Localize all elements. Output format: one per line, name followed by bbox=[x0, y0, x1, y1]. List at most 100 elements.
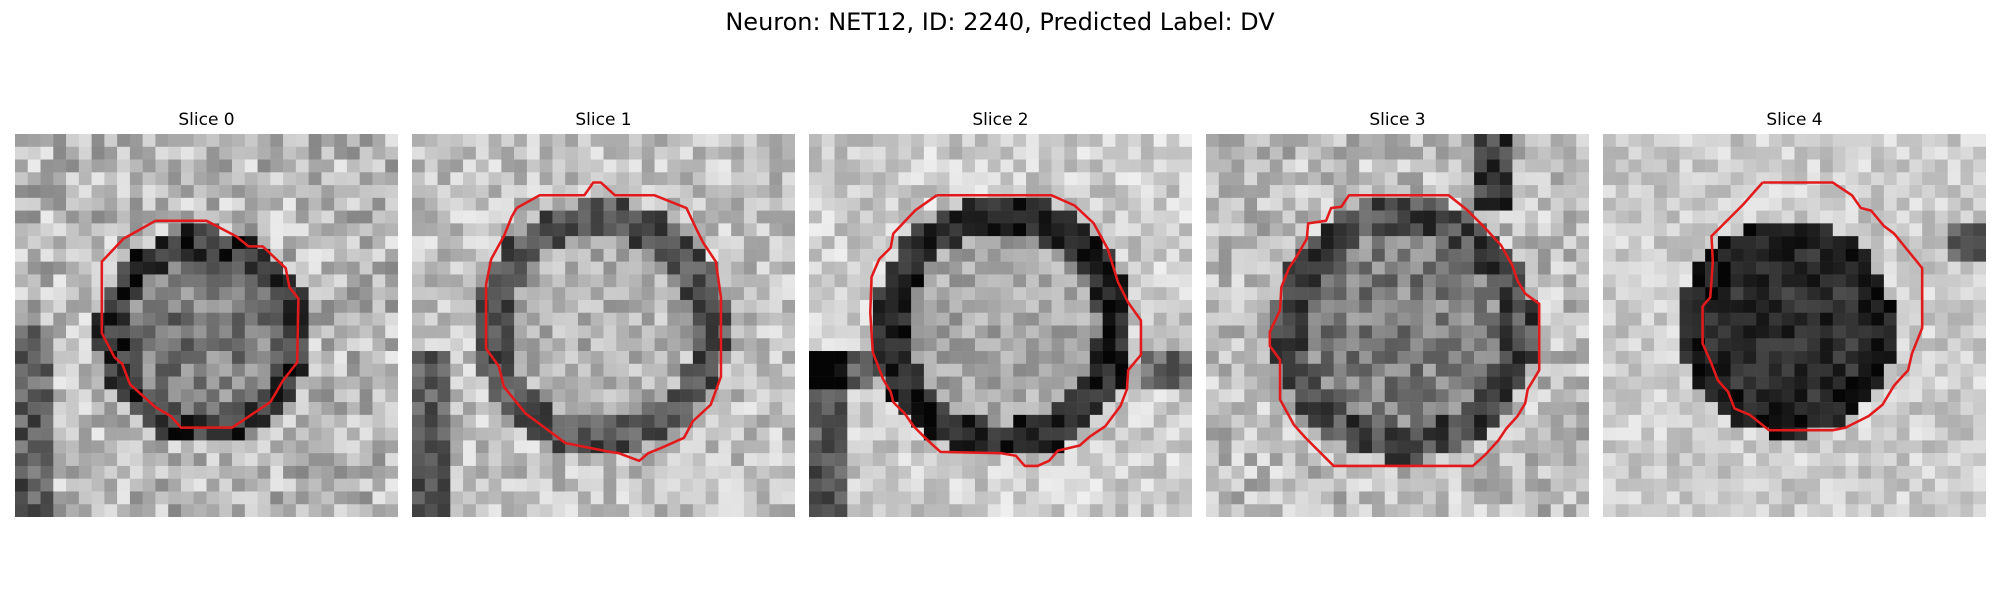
pixel bbox=[1013, 146, 1027, 160]
pixel bbox=[1333, 351, 1347, 365]
pixel bbox=[1794, 478, 1808, 492]
pixel bbox=[1973, 236, 1986, 250]
pixel bbox=[1666, 172, 1680, 186]
pixel bbox=[936, 236, 950, 250]
pixel bbox=[1820, 376, 1834, 390]
pixel bbox=[1282, 338, 1296, 352]
pixel bbox=[1743, 440, 1757, 454]
pixel bbox=[962, 363, 976, 377]
pixel bbox=[257, 159, 271, 173]
pixel bbox=[692, 261, 706, 275]
pixel bbox=[1654, 325, 1668, 339]
pixel bbox=[1603, 427, 1617, 441]
pixel bbox=[1435, 338, 1449, 352]
pixel bbox=[1563, 402, 1577, 416]
pixel bbox=[514, 351, 528, 365]
pixel bbox=[1333, 210, 1347, 224]
pixel bbox=[450, 261, 464, 275]
pixel bbox=[346, 325, 360, 339]
pixel bbox=[1883, 299, 1897, 313]
pixel bbox=[1628, 376, 1642, 390]
pixel bbox=[974, 134, 988, 148]
pixel bbox=[1934, 478, 1948, 492]
pixel bbox=[1257, 465, 1271, 479]
pixel bbox=[308, 453, 322, 467]
pixel bbox=[1038, 261, 1052, 275]
pixel bbox=[1397, 223, 1411, 237]
pixel bbox=[936, 159, 950, 173]
pixel bbox=[911, 312, 925, 326]
pixel bbox=[1973, 491, 1986, 505]
pixel bbox=[346, 261, 360, 275]
pixel bbox=[718, 274, 732, 288]
pixel bbox=[847, 248, 861, 262]
pixel bbox=[756, 414, 770, 428]
pixel bbox=[949, 223, 963, 237]
pixel bbox=[514, 146, 528, 160]
pixel bbox=[834, 453, 848, 467]
pixel bbox=[129, 172, 143, 186]
pixel bbox=[987, 312, 1001, 326]
pixel bbox=[898, 248, 912, 262]
pixel bbox=[654, 261, 668, 275]
pixel bbox=[1461, 299, 1475, 313]
pixel bbox=[1820, 223, 1834, 237]
pixel bbox=[1206, 185, 1220, 199]
pixel bbox=[923, 363, 937, 377]
pixel bbox=[705, 312, 719, 326]
pixel bbox=[936, 287, 950, 301]
pixel bbox=[66, 312, 80, 326]
pixel bbox=[1525, 338, 1539, 352]
pixel bbox=[1179, 440, 1192, 454]
pixel bbox=[1089, 491, 1103, 505]
pixel bbox=[756, 351, 770, 365]
pixel bbox=[1128, 478, 1142, 492]
pixel bbox=[872, 325, 886, 339]
pixel bbox=[219, 414, 233, 428]
pixel bbox=[1000, 274, 1014, 288]
pixel bbox=[1768, 453, 1782, 467]
pixel bbox=[1166, 261, 1180, 275]
pixel bbox=[1257, 351, 1271, 365]
pixel bbox=[1820, 389, 1834, 403]
pixel bbox=[1512, 159, 1526, 173]
pixel bbox=[1231, 299, 1245, 313]
pixel bbox=[1550, 376, 1564, 390]
pixel bbox=[1140, 159, 1154, 173]
pixel bbox=[155, 414, 169, 428]
pixel bbox=[1550, 248, 1564, 262]
pixel bbox=[1628, 210, 1642, 224]
pixel bbox=[1269, 465, 1283, 479]
pixel bbox=[437, 491, 451, 505]
pixel bbox=[1730, 504, 1744, 517]
pixel bbox=[117, 299, 131, 313]
pixel bbox=[488, 325, 502, 339]
pixel bbox=[1537, 248, 1551, 262]
pixel bbox=[1295, 274, 1309, 288]
pixel bbox=[1934, 465, 1948, 479]
pixel bbox=[936, 299, 950, 313]
pixel bbox=[616, 478, 630, 492]
pixel bbox=[27, 453, 41, 467]
pixel bbox=[1153, 248, 1167, 262]
pixel bbox=[53, 248, 67, 262]
pixel bbox=[1896, 351, 1910, 365]
pixel bbox=[66, 504, 80, 517]
pixel bbox=[692, 146, 706, 160]
pixel bbox=[1397, 325, 1411, 339]
pixel bbox=[346, 402, 360, 416]
pixel bbox=[27, 172, 41, 186]
pixel bbox=[1102, 351, 1116, 365]
pixel bbox=[334, 504, 348, 517]
pixel bbox=[949, 351, 963, 365]
pixel bbox=[769, 363, 783, 377]
pixel bbox=[1641, 248, 1655, 262]
pixel bbox=[372, 248, 386, 262]
pixel bbox=[1563, 427, 1577, 441]
pixel bbox=[1525, 146, 1539, 160]
pixel bbox=[359, 299, 373, 313]
pixel bbox=[539, 159, 553, 173]
pixel bbox=[142, 351, 156, 365]
pixel bbox=[1384, 351, 1398, 365]
pixel bbox=[450, 504, 464, 517]
